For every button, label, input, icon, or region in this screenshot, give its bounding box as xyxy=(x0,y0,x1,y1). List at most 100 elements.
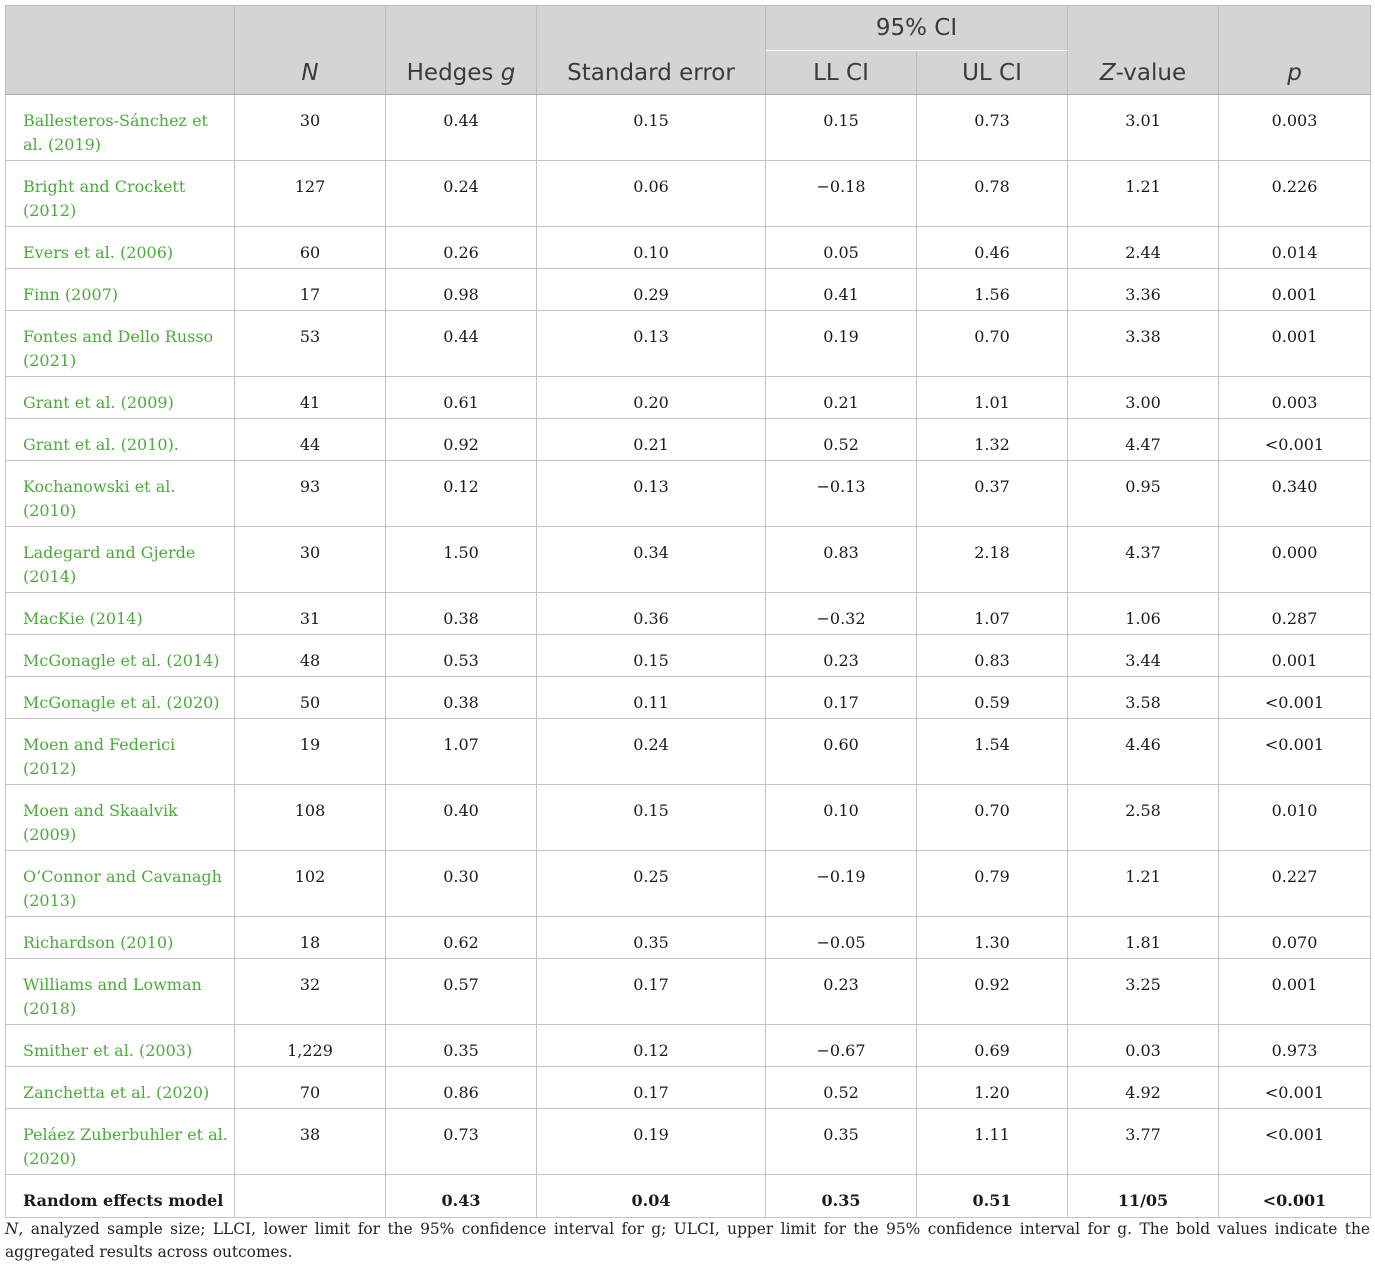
study-citation[interactable]: Ladegard and Gjerde (2014) xyxy=(5,526,235,593)
cell-ul: 0.78 xyxy=(916,160,1068,227)
study-citation[interactable]: Zanchetta et al. (2020) xyxy=(5,1066,235,1109)
study-citation[interactable]: Evers et al. (2006) xyxy=(5,226,235,269)
study-citation[interactable]: Moen and Skaalvik (2009) xyxy=(5,784,235,851)
study-citation[interactable]: Peláez Zuberbuhler et al. (2020) xyxy=(5,1108,235,1175)
cell-se: 0.29 xyxy=(536,268,766,311)
cell-z: 0.95 xyxy=(1067,460,1219,527)
study-citation[interactable]: Bright and Crockett (2012) xyxy=(5,160,235,227)
cell-ll: 0.52 xyxy=(765,1066,917,1109)
citation-year-link[interactable]: 2012 xyxy=(29,201,70,220)
citation-year-link[interactable]: 2018 xyxy=(29,999,70,1018)
table-row: O’Connor and Cavanagh (2013) 102 0.30 0.25−… xyxy=(5,850,1371,917)
cell-se: 0.20 xyxy=(536,376,766,419)
cell-se: 0.15 xyxy=(536,784,766,851)
cell-se: 0.11 xyxy=(536,676,766,719)
table-row: McGonagle et al. (2020) 50 0.38 0.11 0.17 0.5… xyxy=(5,676,1371,719)
study-citation[interactable]: Richardson (2010) xyxy=(5,916,235,959)
cell-z: 3.38 xyxy=(1067,310,1219,377)
summary-n xyxy=(234,1174,386,1218)
table-row: Fontes and Dello Russo (2021) 53 0.44 0.13 0… xyxy=(5,310,1371,377)
cell-g: 1.07 xyxy=(385,718,537,785)
cell-g: 0.26 xyxy=(385,226,537,269)
citation-year-link[interactable]: 2012 xyxy=(29,759,70,778)
citation-year-link[interactable]: 2021 xyxy=(29,351,70,370)
citation-year-link[interactable]: 2014 xyxy=(95,609,137,628)
citation-year-link[interactable]: 2006 xyxy=(126,243,167,262)
cell-ll: 0.21 xyxy=(765,376,917,419)
citation-year-link[interactable]: 2020 xyxy=(162,1083,203,1102)
citation-text: Finn ( xyxy=(23,285,72,304)
study-citation[interactable]: Kochanowski et al. (2010) xyxy=(5,460,235,527)
citation-text: ) xyxy=(69,1149,77,1168)
citation-year-link[interactable]: 2010 xyxy=(126,435,168,454)
citation-year-link[interactable]: 2014 xyxy=(172,651,214,670)
cell-ul: 1.30 xyxy=(916,916,1068,959)
citation-text: ) xyxy=(94,135,102,154)
summary-p: <0.001 xyxy=(1218,1174,1371,1218)
citation-year-link[interactable]: 2013 xyxy=(29,891,70,910)
citation-text: ) xyxy=(69,351,77,370)
cell-p: 0.973 xyxy=(1218,1024,1371,1067)
citation-text: ) xyxy=(185,1041,193,1060)
citation-year-link[interactable]: 2010 xyxy=(29,501,70,520)
cell-ll: −0.18 xyxy=(765,160,917,227)
study-citation[interactable]: McGonagle et al. (2014) xyxy=(5,634,235,677)
study-citation[interactable]: Moen and Federici (2012) xyxy=(5,718,235,785)
citation-text: ) xyxy=(202,1083,210,1102)
cell-n: 41 xyxy=(234,376,386,419)
study-citation[interactable]: Williams and Lowman (2018) xyxy=(5,958,235,1025)
cell-z: 3.77 xyxy=(1067,1108,1219,1175)
cell-se: 0.13 xyxy=(536,460,766,527)
table-row: Williams and Lowman (2018) 32 0.57 0.17 0.23… xyxy=(5,958,1371,1025)
table-row: Grant et al. (2010). 44 0.92 0.21 0.52 1.32 4.… xyxy=(5,418,1371,461)
cell-n: 70 xyxy=(234,1066,386,1109)
study-citation[interactable]: Smither et al. (2003) xyxy=(5,1024,235,1067)
summary-name: Random effects model xyxy=(5,1174,235,1218)
meta-analysis-table: N Hedges g Standard error 95% CI Z-value… xyxy=(5,5,1371,1218)
cell-ul: 0.83 xyxy=(916,634,1068,677)
cell-g: 0.86 xyxy=(385,1066,537,1109)
citation-year-link[interactable]: 2020 xyxy=(172,693,214,712)
cell-p: 0.003 xyxy=(1218,94,1371,161)
cell-p: 0.227 xyxy=(1218,850,1371,917)
cell-p: 0.000 xyxy=(1218,526,1371,593)
citation-year-link[interactable]: 2020 xyxy=(29,1149,70,1168)
citation-year-link[interactable]: 2009 xyxy=(126,393,168,412)
cell-se: 0.36 xyxy=(536,592,766,635)
cell-p: <0.001 xyxy=(1218,418,1371,461)
study-citation[interactable]: O’Connor and Cavanagh (2013) xyxy=(5,850,235,917)
study-citation[interactable]: Grant et al. (2009) xyxy=(5,376,235,419)
cell-g: 0.24 xyxy=(385,160,537,227)
results-table-wrapper: N Hedges g Standard error 95% CI Z-value… xyxy=(5,5,1371,1218)
table-body: Ballesteros-Sánchez et al. (2019) 30 0.44 0… xyxy=(5,94,1371,1218)
cell-se: 0.24 xyxy=(536,718,766,785)
cell-n: 44 xyxy=(234,418,386,461)
cell-z: 1.21 xyxy=(1067,160,1219,227)
study-citation[interactable]: Ballesteros-Sánchez et al. (2019) xyxy=(5,94,235,161)
cell-se: 0.34 xyxy=(536,526,766,593)
header-study xyxy=(5,5,235,95)
study-citation[interactable]: Fontes and Dello Russo (2021) xyxy=(5,310,235,377)
citation-year-link[interactable]: 2019 xyxy=(54,135,95,154)
study-citation[interactable]: McGonagle et al. (2020) xyxy=(5,676,235,719)
citation-year-link[interactable]: 2010 xyxy=(126,933,168,952)
table-row: Ladegard and Gjerde (2014) 30 1.50 0.34 0.83… xyxy=(5,526,1371,593)
cell-z: 3.44 xyxy=(1067,634,1219,677)
citation-text: Peláez Zuberbuhler et al. ( xyxy=(23,1125,228,1168)
citation-text: Bright and Crockett ( xyxy=(23,177,186,220)
citation-text: Moen and Skaalvik ( xyxy=(23,801,178,844)
cell-g: 0.53 xyxy=(385,634,537,677)
citation-year-link[interactable]: 2003 xyxy=(145,1041,186,1060)
citation-year-link[interactable]: 2007 xyxy=(71,285,112,304)
study-citation[interactable]: Finn (2007) xyxy=(5,268,235,311)
cell-ul: 0.46 xyxy=(916,226,1068,269)
cell-z: 3.58 xyxy=(1067,676,1219,719)
citation-year-link[interactable]: 2014 xyxy=(29,567,70,586)
header-standard-error: Standard error xyxy=(536,5,766,95)
study-citation[interactable]: MacKie (2014) xyxy=(5,592,235,635)
cell-g: 0.35 xyxy=(385,1024,537,1067)
cell-ll: 0.17 xyxy=(765,676,917,719)
citation-year-link[interactable]: 2009 xyxy=(29,825,70,844)
study-citation[interactable]: Grant et al. (2010). xyxy=(5,418,235,461)
summary-se: 0.04 xyxy=(536,1174,766,1218)
